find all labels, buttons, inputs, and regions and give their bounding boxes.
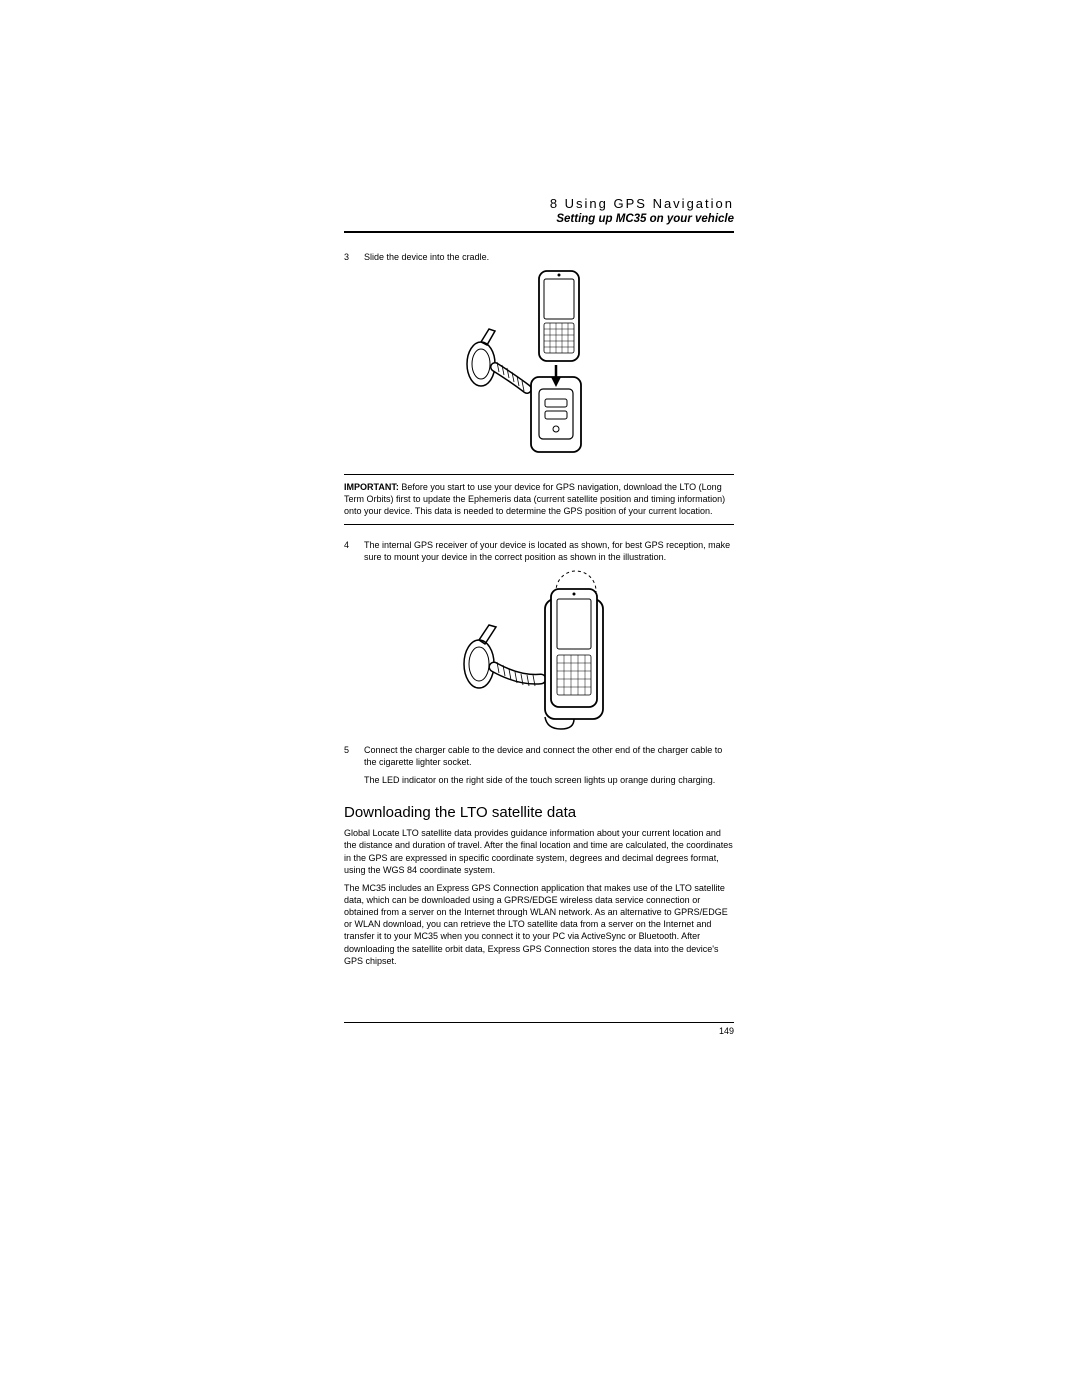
chapter-label: 8 Using GPS Navigation [344, 196, 734, 211]
step-4: 4 The internal GPS receiver of your devi… [344, 539, 734, 563]
note-rule-top [344, 474, 734, 475]
step-number: 3 [344, 251, 364, 263]
step-3: 3 Slide the device into the cradle. [344, 251, 734, 263]
figure-2 [344, 569, 734, 734]
note-body: Before you start to use your device for … [344, 482, 725, 516]
subtitle-label: Setting up MC35 on your vehicle [344, 213, 734, 225]
step-number: 4 [344, 539, 364, 563]
footer-rule [344, 1022, 734, 1023]
step-text: Connect the charger cable to the device … [364, 744, 734, 768]
step-text: The internal GPS receiver of your device… [364, 539, 734, 563]
section-p1: Global Locate LTO satellite data provide… [344, 827, 734, 876]
note-label: IMPORTANT: [344, 482, 399, 492]
section-title: Downloading the LTO satellite data [344, 804, 734, 821]
step-number: 5 [344, 744, 364, 768]
figure-1 [344, 269, 734, 464]
section-p2: The MC35 includes an Express GPS Connect… [344, 882, 734, 967]
note-rule-bottom [344, 524, 734, 525]
header-rule [344, 231, 734, 233]
important-note: IMPORTANT: Before you start to use your … [344, 481, 734, 517]
step-5: 5 Connect the charger cable to the devic… [344, 744, 734, 768]
page-footer: 149 [344, 1022, 734, 1036]
step-text: Slide the device into the cradle. [364, 251, 734, 263]
step-5-sub: The LED indicator on the right side of t… [364, 774, 734, 786]
page-number: 149 [344, 1026, 734, 1036]
